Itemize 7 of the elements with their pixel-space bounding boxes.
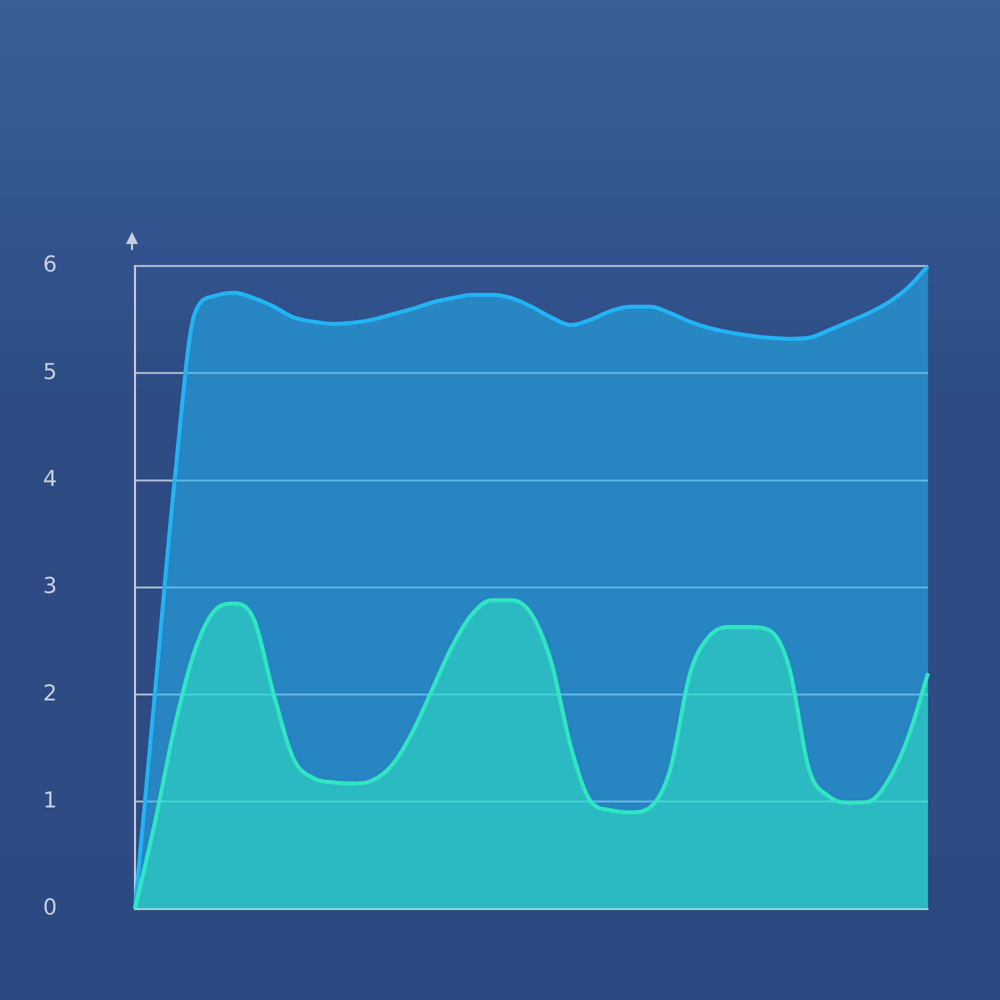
y-tick-label: 2 [43, 681, 57, 706]
y-tick-label: 0 [43, 896, 57, 921]
y-tick-label: 1 [43, 788, 57, 814]
y-tick-label: 3 [43, 574, 57, 600]
y-tick-label: 5 [43, 360, 57, 385]
y-tick-label: 4 [43, 466, 57, 492]
y-tick-label: 6 [43, 252, 57, 278]
